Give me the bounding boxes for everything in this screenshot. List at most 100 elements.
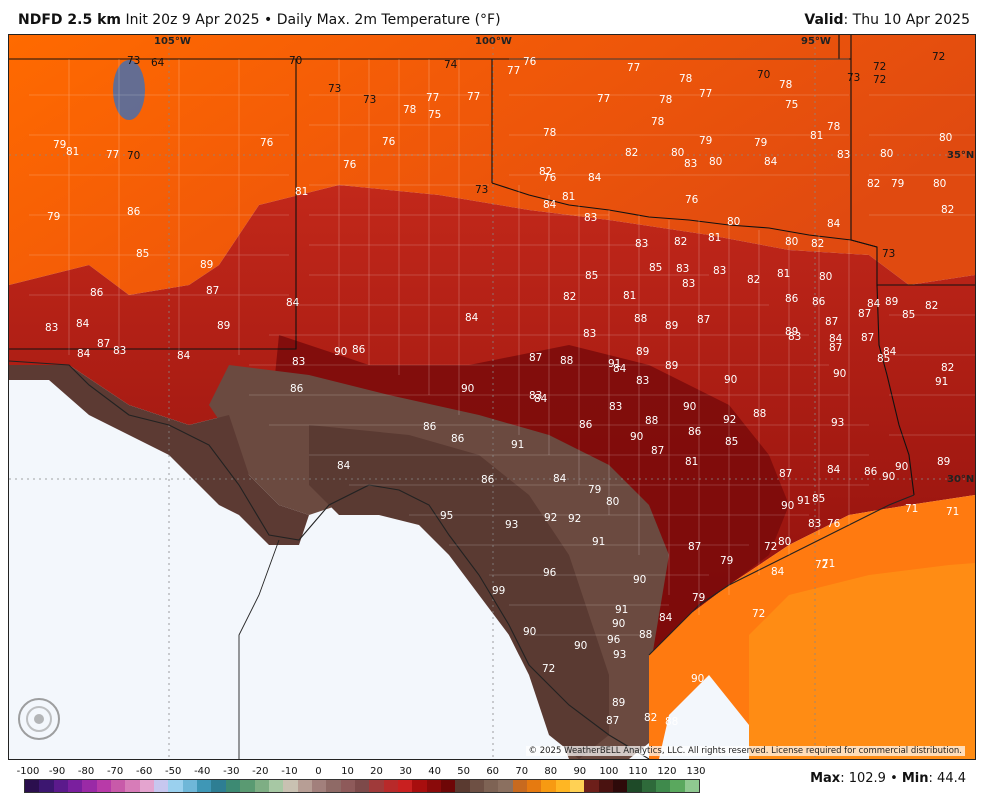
max-value: 102.9 [848, 771, 886, 786]
temperature-label: 96 [543, 567, 557, 579]
temperature-label: 83 [676, 263, 689, 275]
temperature-label: 84 [177, 350, 191, 362]
temperature-label: 83 [45, 322, 58, 334]
colorbar-swatch [656, 780, 671, 792]
temperature-label: 79 [720, 555, 733, 567]
temperature-label: 80 [939, 132, 952, 144]
grid-label-105w: 105°W [154, 36, 191, 47]
valid-value: : Thu 10 Apr 2025 [843, 12, 970, 28]
temperature-label: 86 [864, 466, 878, 478]
temperature-label: 84 [534, 393, 548, 405]
temperature-label: 83 [837, 149, 850, 161]
temperature-label: 90 [612, 618, 625, 630]
temperature-label: 82 [925, 300, 938, 312]
temperature-label: 90 [781, 500, 794, 512]
temperature-label: 84 [827, 218, 841, 230]
border-rio-grande [9, 360, 650, 759]
temperature-label: 79 [588, 484, 601, 496]
colorbar-tick-label: 50 [457, 766, 471, 777]
max-label: Max [810, 771, 841, 786]
colorbar-swatch [125, 780, 140, 792]
temperature-label: 85 [136, 248, 149, 260]
colorbar-swatch [25, 780, 40, 792]
temperature-label: 84 [659, 612, 673, 624]
temperature-label: 80 [778, 536, 791, 548]
colorbar-swatch [598, 780, 614, 792]
colorbar-swatch [412, 780, 427, 792]
temperature-label: 82 [563, 291, 576, 303]
temperature-label: 72 [752, 608, 765, 620]
colorbar-swatch [68, 780, 83, 792]
temperature-label: 78 [651, 116, 664, 128]
temperature-label: 84 [764, 156, 778, 168]
colorbar-swatch [139, 780, 155, 792]
colorbar-swatch [340, 780, 355, 792]
temperature-label: 80 [819, 271, 832, 283]
temperature-label: 73 [127, 55, 140, 67]
temperature-label: 84 [613, 363, 627, 375]
colorbar-swatch [641, 780, 657, 792]
temperature-label: 72 [764, 541, 777, 553]
logo-mark [18, 698, 60, 740]
temperature-label: 72 [932, 51, 945, 63]
model-name: NDFD 2.5 km [18, 12, 121, 28]
temperature-label: 64 [151, 57, 165, 69]
temperature-label: 86 [290, 383, 304, 395]
colorbar-tick-label: 130 [686, 766, 706, 777]
temperature-label: 90 [724, 374, 737, 386]
temperature-label: 76 [827, 518, 841, 530]
temperature-label: 87 [651, 445, 664, 457]
colorbar-swatch [498, 780, 513, 792]
temperature-label: 89 [217, 320, 230, 332]
colorbar-swatch [397, 780, 413, 792]
temperature-label: 89 [200, 259, 213, 271]
temperature-label: 73 [328, 83, 341, 95]
temperature-label: 91 [935, 376, 948, 388]
temperature-label: 75 [785, 99, 798, 111]
temperature-label: 85 [585, 270, 598, 282]
border-ok-tx-red-river [491, 182, 878, 248]
colorbar-swatch [154, 780, 169, 792]
temperature-label: 87 [206, 285, 219, 297]
temperature-label: 71 [905, 503, 918, 515]
colorbar-tick-label: -70 [106, 766, 124, 777]
temperature-label: 83 [292, 356, 305, 368]
colorbar-tick-label: -40 [194, 766, 211, 777]
temperature-label: 91 [592, 536, 605, 548]
temperature-label: 78 [543, 127, 556, 139]
temperature-label: 81 [66, 146, 79, 158]
temperature-label: 80 [727, 216, 740, 228]
temperature-label: 75 [428, 109, 441, 121]
temperature-label: 72 [542, 663, 555, 675]
temperature-colorbar: -100 -90 -80 -70 -60 -50 -40 -30 -20 -10 0 10 20 30 40… [17, 766, 706, 806]
temperature-label: 86 [688, 426, 702, 438]
valid-time: Valid: Thu 10 Apr 2025 [804, 12, 970, 28]
weatherbell-logo [15, 695, 105, 741]
colorbar-swatch [584, 780, 599, 792]
grid-label-100w: 100°W [475, 36, 512, 47]
colorbar-swatch [197, 780, 212, 792]
temperature-label: 90 [691, 673, 704, 685]
temperature-label: 87 [606, 715, 619, 727]
temperature-label: 83 [636, 375, 649, 387]
temperature-label: 83 [713, 265, 726, 277]
temperature-label: 81 [295, 186, 308, 198]
temperature-label: 91 [797, 495, 810, 507]
temperature-label: 83 [684, 158, 697, 170]
temperature-label: 83 [609, 401, 622, 413]
temperature-label: 83 [682, 278, 695, 290]
temperature-label: 87 [779, 468, 792, 480]
colorbar-tick-label: -80 [77, 766, 95, 777]
colorbar-swatch [527, 780, 542, 792]
colorbar-swatch [111, 780, 126, 792]
temperature-label: 81 [777, 268, 790, 280]
colorbar-swatch [570, 780, 585, 792]
valid-label: Valid [804, 12, 844, 28]
temperature-label: 86 [812, 296, 826, 308]
colorbar-swatch [484, 780, 499, 792]
grid-label-95w: 95°W [801, 36, 831, 47]
temperature-label: 82 [674, 236, 687, 248]
temperature-label: 78 [679, 73, 692, 85]
temperature-label: 72 [815, 559, 828, 571]
